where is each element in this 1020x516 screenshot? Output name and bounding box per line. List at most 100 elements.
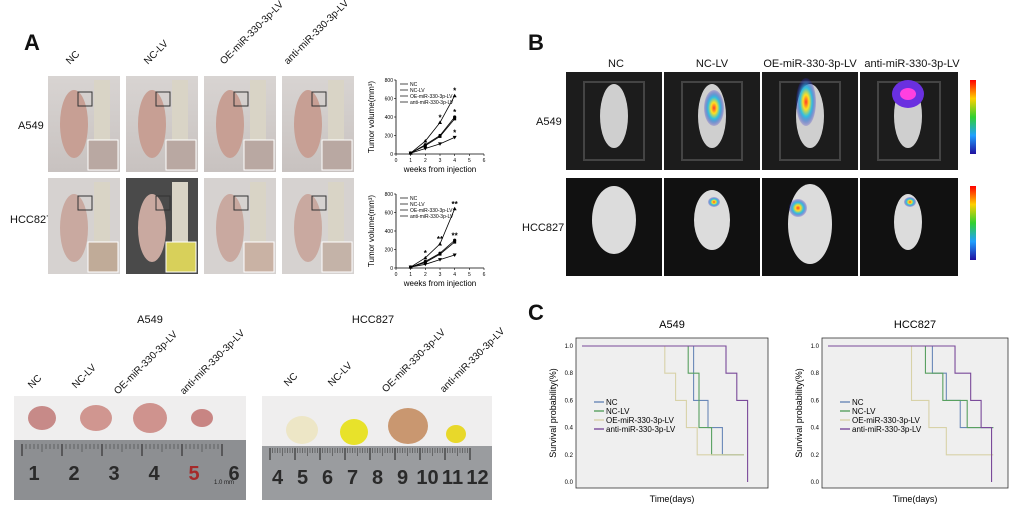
tumor-left-label-4: anti-miR-330-3p-LV — [178, 328, 248, 397]
x-tick-label: 1 — [409, 158, 412, 164]
chart-title: A549 — [659, 319, 685, 331]
ruler-number: 6 — [228, 463, 239, 485]
tumor-left-title: A549 — [137, 314, 163, 326]
significance-mark: ** — [452, 200, 459, 209]
series-line — [410, 254, 455, 268]
survival-curve — [582, 345, 744, 456]
panel-b-col-2: NC-LV — [695, 58, 729, 70]
data-point — [423, 260, 427, 264]
data-point — [438, 142, 442, 146]
x-tick-label: 4 — [453, 158, 456, 164]
y-axis-label: Survival probability(%) — [794, 368, 804, 458]
legend-label: NC-LV — [606, 407, 630, 416]
panel-b-row-a549: A549 — [536, 116, 562, 128]
ruler-number: 11 — [442, 467, 463, 489]
tumor-left-label-2: NC-LV — [70, 362, 99, 391]
ruler-number: 4 — [148, 463, 160, 485]
a549-mouse-photos — [48, 76, 354, 172]
y-tick-label: 400 — [385, 115, 394, 121]
data-point — [423, 146, 428, 151]
significance-mark: ** — [437, 235, 444, 244]
data-point — [438, 241, 442, 246]
y-tick-label: 600 — [385, 211, 394, 217]
y-axis-label: Tumor volume(mm³) — [367, 195, 376, 267]
legend-label: NC — [852, 398, 864, 407]
x-tick-label: 2 — [424, 272, 427, 278]
series-line — [410, 118, 455, 154]
survival-curve — [582, 345, 744, 456]
panel-b-letter: B — [528, 30, 544, 55]
hcc827-survival-chart: HCC827 0.0 0.2 0.4 0.6 0.8 1.0 Survival probabi… — [794, 319, 1009, 504]
y-tick-label: 0 — [390, 266, 393, 272]
ruler-number: 4 — [272, 467, 284, 489]
y-axis-label: Survival probability(%) — [548, 368, 558, 458]
panel-b-row-hcc827: HCC827 — [522, 222, 565, 234]
x-tick-label: 3 — [439, 272, 442, 278]
survival-curve — [828, 345, 994, 429]
y-tick-label: 0.4 — [565, 426, 574, 432]
legend-label: NC — [410, 196, 418, 202]
significance-mark: * — [424, 249, 428, 258]
a549-tumor-photo: 1 2 3 4 5 61.0 mm — [14, 396, 246, 500]
y-tick-label: 0.0 — [565, 480, 574, 486]
panel-a-col-1: NC — [64, 49, 83, 67]
legend-label: OE-miR-330-3p-LV — [410, 208, 453, 214]
panel-b-col-4: anti-miR-330-3p-LV — [864, 58, 960, 70]
data-point — [452, 253, 457, 258]
data-point — [438, 252, 442, 256]
y-tick-label: 200 — [385, 134, 394, 140]
y-tick-label: 400 — [385, 229, 394, 235]
x-tick-label: 1 — [409, 272, 412, 278]
legend-label: OE-miR-330-3p-LV — [606, 416, 675, 425]
survival-curve — [582, 345, 749, 482]
plot-area — [575, 337, 769, 489]
hcc827-mouse-photos — [48, 178, 354, 274]
ruler-number: 8 — [372, 467, 383, 489]
survival-curve — [828, 345, 994, 456]
ruler-number: 1 — [28, 463, 39, 485]
bioluminescence-images — [566, 72, 976, 276]
data-point — [438, 120, 442, 125]
series-line — [410, 95, 456, 154]
panel-a-col-3: OE-miR-330-3p-LV — [218, 0, 286, 68]
tumor-left-label-1: NC — [26, 373, 45, 391]
x-axis-label: weeks from injection — [403, 165, 476, 174]
data-point — [423, 139, 428, 143]
x-axis-label: weeks from injection — [403, 279, 476, 288]
panel-b-col-3: OE-miR-330-3p-LV — [763, 58, 857, 70]
tumor-right-label-3: OE-miR-330-3p-LV — [380, 327, 448, 395]
survival-curve — [582, 345, 744, 456]
legend-label: NC-LV — [410, 88, 425, 94]
x-tick-label: 6 — [483, 158, 486, 164]
a549-survival-chart: A549 0.0 0.2 0.4 0.6 0.8 1.0 Survival probabili… — [548, 319, 769, 504]
data-point — [423, 144, 427, 148]
legend-label: NC — [410, 82, 418, 88]
legend-label: anti-miR-330-3p-LV — [852, 425, 922, 434]
panel-a-row-hcc827: HCC827 — [10, 214, 53, 226]
x-tick-label: 0 — [395, 158, 398, 164]
data-point — [452, 93, 457, 98]
y-tick-label: 200 — [385, 248, 394, 254]
y-tick-label: 1.0 — [565, 344, 574, 350]
ruler-number: 7 — [347, 467, 358, 489]
significance-mark: * — [453, 108, 457, 117]
a549-volume-chart: 0 200 400 600 800 0 1 2 3 4 5 6 weeks from injection… — [367, 78, 486, 174]
ruler-number: 6 — [322, 467, 333, 489]
significance-mark: * — [453, 128, 457, 137]
data-point — [452, 135, 457, 140]
y-tick-label: 0.2 — [811, 453, 820, 459]
panel-a-row-a549: A549 — [18, 120, 44, 132]
y-tick-label: 800 — [385, 192, 394, 198]
ruler-number: 10 — [416, 467, 438, 489]
ruler-unit: 1.0 mm — [214, 480, 234, 486]
data-point — [438, 134, 442, 138]
data-point — [408, 151, 413, 156]
data-point — [453, 117, 457, 121]
survival-curve — [828, 345, 993, 482]
data-point — [452, 206, 457, 211]
survival-curve — [828, 345, 994, 429]
plot-area — [821, 337, 1009, 489]
legend-label: anti-miR-330-3p-LV — [410, 100, 454, 106]
y-tick-label: 800 — [385, 78, 394, 84]
y-tick-label: 0.6 — [565, 398, 574, 404]
